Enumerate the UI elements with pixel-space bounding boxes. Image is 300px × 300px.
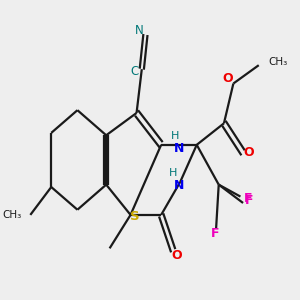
Text: N: N [174,178,184,191]
Text: F: F [211,227,219,240]
Text: N: N [174,142,184,154]
Text: O: O [244,146,254,159]
Text: N: N [135,24,144,37]
Text: O: O [222,72,233,85]
Text: F: F [244,194,253,208]
Text: H: H [171,131,179,141]
Text: C: C [130,65,139,78]
Text: S: S [130,210,140,224]
Text: F: F [244,192,252,205]
Text: H: H [169,168,177,178]
Text: CH₃: CH₃ [268,57,287,67]
Text: O: O [172,249,182,262]
Text: CH₃: CH₃ [3,210,22,220]
